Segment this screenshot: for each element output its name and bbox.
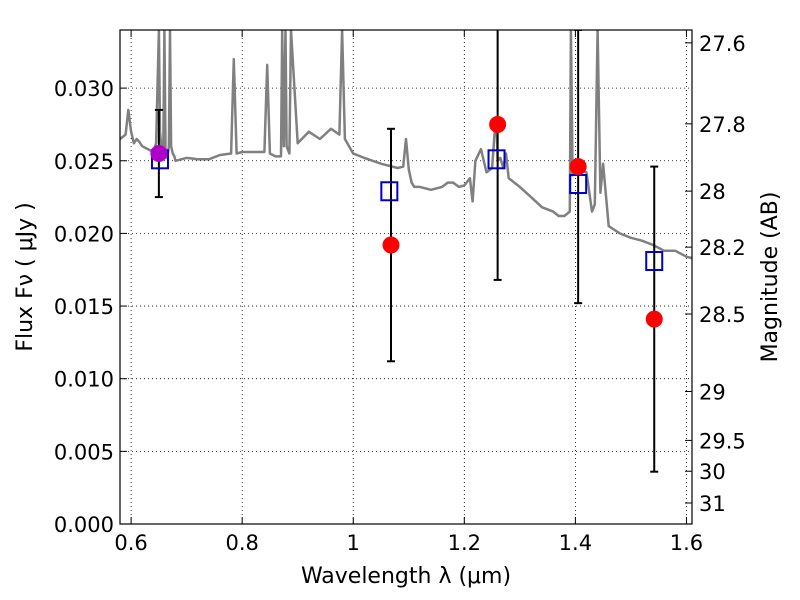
observed-point-circle (489, 115, 507, 133)
y-tick-label: 0.030 (54, 77, 114, 101)
observed-point-circle (150, 145, 168, 162)
model-point-square (645, 251, 664, 272)
plot-frame (119, 29, 693, 525)
mag-tick-label: 27.6 (699, 32, 746, 56)
x-tick-label: 1 (347, 531, 360, 555)
axes: 0.6 0.8 1 1.2 1.4 1.6 0.000 0.005 0.010 0.015 0.02… (54, 29, 746, 555)
x-tick-label: 1.4 (559, 531, 592, 555)
mag-tick-label: 27.8 (699, 113, 746, 137)
y-tick-label: 0.010 (54, 368, 114, 392)
y-axis-label: Flux Fν ( μJy ) (13, 202, 38, 351)
y-tick-label: 0.000 (54, 513, 114, 537)
mag-tick-label: 28 (699, 180, 726, 204)
mag-tick-label: 30 (699, 460, 726, 484)
x-tick-label: 0.8 (225, 531, 258, 555)
mag-tick-label: 29.5 (699, 429, 746, 453)
y-tick-label: 0.025 (54, 150, 114, 174)
y-tick-label: 0.020 (54, 222, 114, 246)
right-axis-label: Magnitude (AB) (758, 192, 783, 363)
observed-point-circle (382, 236, 400, 254)
x-axis-label: Wavelength λ (μm) (301, 564, 511, 589)
observed-point-circle (645, 310, 663, 328)
model-point-square (380, 181, 399, 202)
x-tick-label: 0.6 (114, 531, 147, 555)
sed-model-line (120, 30, 692, 260)
observed-point-circle (569, 158, 587, 176)
x-tick-label: 1.6 (670, 531, 703, 555)
model-point-square (487, 149, 506, 170)
plot-area (120, 30, 692, 473)
grid-lines (120, 30, 692, 525)
y-tick-label: 0.015 (54, 295, 114, 319)
mag-tick-label: 28.5 (699, 303, 746, 327)
mag-tick-label: 28.2 (699, 236, 746, 260)
x-tick-label: 1.2 (448, 531, 481, 555)
mag-tick-label: 31 (699, 492, 726, 516)
mag-tick-label: 29 (699, 380, 726, 404)
y-tick-label: 0.005 (54, 440, 114, 464)
